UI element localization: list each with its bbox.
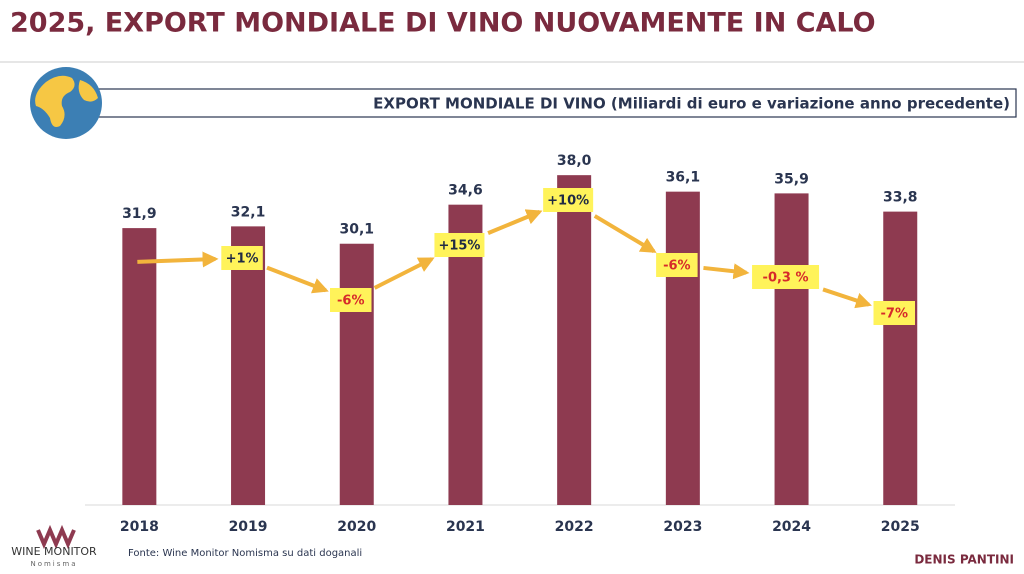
subtitle-box (69, 88, 1017, 118)
logo-brand: WINE MONITOR (11, 545, 97, 558)
x-tick-label: 2022 (555, 519, 594, 535)
bar (231, 226, 266, 505)
trend-arrow (822, 287, 872, 309)
globe (30, 67, 102, 139)
bar (122, 228, 157, 505)
trend-arrow (137, 251, 219, 268)
x-tick-label: 2024 (772, 519, 811, 535)
change-label: -7% (881, 307, 908, 322)
change-label: +10% (547, 194, 589, 209)
change-box (656, 253, 698, 277)
chart-title: EXPORT MONDIALE DI VINO (Miliardi di eur… (373, 95, 1010, 113)
trend-arrow (703, 263, 750, 280)
change-label: +1% (226, 252, 259, 267)
slide-title: 2025, EXPORT MONDIALE DI VINO NUOVAMENTE… (10, 8, 876, 39)
bar (665, 191, 700, 506)
change-box (434, 233, 485, 257)
x-tick-label: 2019 (229, 519, 268, 535)
value-label: 33,8 (883, 190, 918, 206)
x-tick-label: 2023 (663, 519, 702, 535)
bar (883, 211, 918, 505)
trend-arrow (373, 257, 435, 290)
trend-arrow (487, 209, 543, 235)
change-box (543, 188, 594, 212)
change-label: -6% (663, 259, 690, 274)
change-box (330, 288, 372, 312)
logo: WINE MONITOR Nomisma (11, 524, 97, 568)
x-tick-label: 2025 (881, 519, 920, 535)
value-label: 38,0 (557, 153, 592, 169)
change-box (752, 265, 820, 289)
source: Fonte: Wine Monitor Nomisma su dati doga… (128, 548, 362, 559)
author: DENIS PANTINI (914, 553, 1014, 567)
value-label: 36,1 (666, 170, 701, 186)
x-tick-label: 2020 (337, 519, 376, 535)
trend-arrow (593, 214, 657, 253)
bar (774, 193, 809, 505)
trend-arrow (266, 265, 329, 294)
value-label: 34,6 (448, 183, 483, 199)
x-tick-label: 2021 (446, 519, 485, 535)
bar (339, 243, 374, 505)
value-label: 35,9 (774, 171, 809, 187)
change-label: -0,3 % (763, 271, 809, 286)
change-label: -6% (337, 294, 364, 309)
change-box (873, 301, 915, 325)
value-label: 32,1 (231, 204, 266, 220)
x-tick-label: 2018 (120, 519, 159, 535)
change-box (221, 246, 263, 270)
bar (557, 175, 592, 505)
change-label: +15% (438, 239, 480, 254)
value-label: 31,9 (122, 206, 157, 222)
logo-sub: Nomisma (30, 560, 77, 568)
value-label: 30,1 (339, 222, 374, 238)
